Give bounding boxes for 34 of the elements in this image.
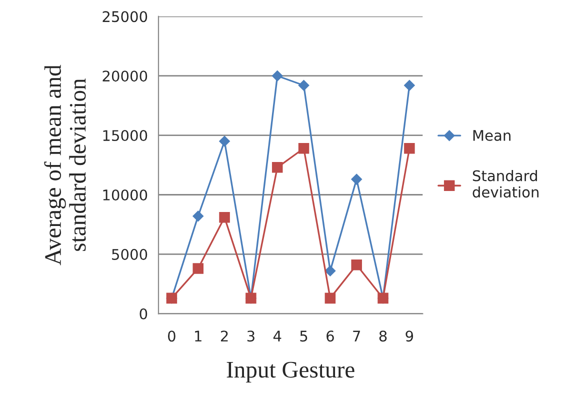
y-tick-label: 25000	[102, 11, 148, 22]
y-tick-label: 0	[140, 308, 148, 320]
x-axis-title: Input Gesture	[226, 362, 354, 383]
point	[298, 143, 310, 154]
x-tick-label: 9	[406, 330, 414, 342]
y-tick-label: 15000	[103, 130, 148, 142]
y-axis-title: Average of mean and standard deviation	[44, 64, 86, 266]
point	[298, 80, 310, 91]
point	[404, 80, 415, 91]
point	[324, 265, 336, 276]
point	[272, 70, 283, 82]
x-tick-label: 8	[379, 330, 387, 342]
y-tick-label: 10000	[103, 189, 148, 200]
x-tick-label: 6	[326, 330, 334, 342]
point	[219, 136, 230, 147]
legend-label: Mean	[473, 130, 510, 141]
x-tick-label: 4	[273, 330, 282, 342]
x-tick-label: 3	[247, 330, 254, 342]
y-tick-label: 20000	[102, 70, 148, 82]
point	[192, 263, 204, 274]
x-tick-label: 0	[168, 330, 176, 342]
x-tick-label: 1	[195, 330, 202, 342]
point	[351, 174, 362, 185]
point	[404, 143, 415, 154]
point	[324, 292, 336, 304]
point	[219, 212, 230, 223]
point	[351, 260, 362, 270]
y-tick-label: 5000	[112, 248, 148, 260]
x-tick-label: 5	[300, 330, 308, 342]
point	[272, 162, 283, 173]
x-tick-label: 7	[353, 330, 360, 342]
x-tick-label: 2	[220, 330, 228, 342]
legend-label: Standard deviation	[472, 170, 538, 198]
point	[192, 210, 204, 222]
